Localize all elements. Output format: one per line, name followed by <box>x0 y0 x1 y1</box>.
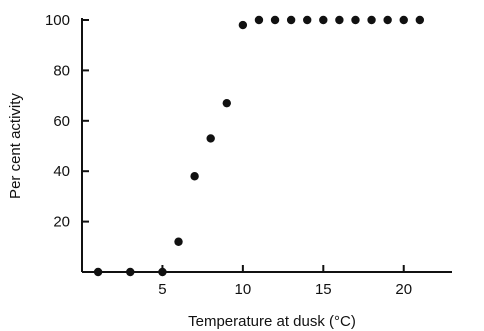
y-tick-label: 60 <box>53 113 70 130</box>
x-tick-label: 10 <box>235 281 252 298</box>
data-point <box>158 267 167 277</box>
y-tick-label: 80 <box>53 62 70 79</box>
data-points <box>93 15 425 277</box>
y-tick-label: 100 <box>45 12 70 29</box>
data-point <box>415 15 425 25</box>
data-point <box>367 15 376 25</box>
data-point <box>399 15 408 25</box>
y-axis-title: Per cent activity <box>7 93 24 199</box>
data-point <box>174 237 183 246</box>
data-point <box>238 20 248 30</box>
axes <box>81 18 452 273</box>
ticks: 20 40 60 80 100 5 10 15 20 <box>45 12 412 298</box>
data-point <box>303 15 312 25</box>
data-point <box>286 15 296 25</box>
data-point <box>206 134 215 143</box>
y-tick-label: 20 <box>53 214 70 231</box>
x-tick-label: 15 <box>315 281 332 298</box>
data-point <box>319 15 328 25</box>
data-point <box>190 172 199 181</box>
data-point <box>383 15 392 25</box>
x-axis-title: Temperature at dusk (°C) <box>188 313 356 330</box>
data-point <box>222 98 231 108</box>
x-tick-label: 20 <box>395 281 412 298</box>
data-point <box>93 267 103 277</box>
x-tick-label: 5 <box>158 281 166 298</box>
data-point <box>351 15 360 25</box>
data-point <box>126 267 135 277</box>
data-point <box>254 15 264 25</box>
data-point <box>270 15 280 25</box>
y-tick-label: 40 <box>53 163 70 180</box>
data-point <box>335 15 344 25</box>
